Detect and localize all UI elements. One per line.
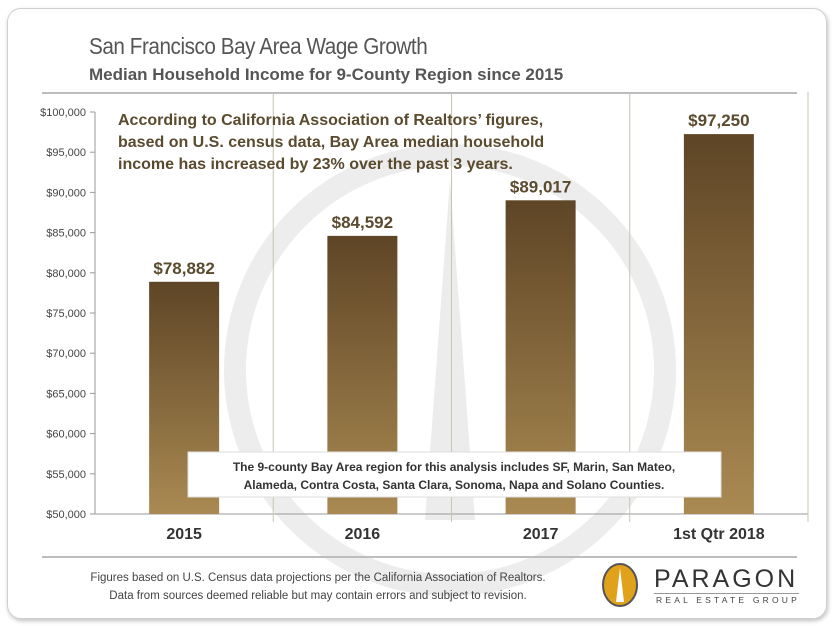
watermark-logo — [224, 144, 676, 596]
y-tick-label: $55,000 — [46, 469, 86, 481]
annotation-line: based on U.S. census data, Bay Area medi… — [118, 134, 544, 151]
x-tick-label: 1st Qtr 2018 — [673, 526, 765, 543]
data-label: $78,882 — [153, 259, 214, 278]
data-label: $97,250 — [688, 111, 749, 130]
x-tick-label: 2015 — [166, 526, 202, 543]
y-tick-label: $95,000 — [46, 147, 86, 159]
chart-title: San Francisco Bay Area Wage Growth — [89, 33, 428, 59]
y-tick-label: $85,000 — [46, 228, 86, 240]
y-tick-label: $80,000 — [46, 268, 86, 280]
y-tick-label: $70,000 — [46, 348, 86, 360]
logo-divider — [654, 593, 799, 594]
y-tick-label: $60,000 — [46, 429, 86, 441]
bottom-divider — [42, 556, 797, 558]
data-label: $89,017 — [510, 177, 571, 196]
annotation-line: According to California Association of R… — [118, 112, 543, 129]
top-divider — [42, 92, 797, 94]
logo-tagline: REAL ESTATE GROUP — [656, 595, 800, 605]
annotation-top: According to California Association of R… — [118, 112, 544, 173]
chart-subtitle: Median Household Income for 9-County Reg… — [89, 65, 564, 84]
data-label: $84,592 — [332, 213, 393, 232]
annotation-line: The 9-county Bay Area region for this an… — [233, 460, 675, 474]
y-tick-label: $90,000 — [46, 187, 86, 199]
footer-note: Data from sources deemed reliable but ma… — [109, 590, 527, 602]
annotation-box: The 9-county Bay Area region for this an… — [187, 451, 722, 498]
bar — [683, 134, 754, 515]
x-tick-label: 2017 — [523, 526, 559, 543]
logo-name: PARAGON — [654, 565, 799, 593]
y-tick-label: $65,000 — [46, 388, 86, 400]
annotation-line: income has increased by 23% over the pas… — [118, 156, 513, 173]
slide-card — [7, 8, 827, 619]
footer-note: Figures based on U.S. Census data projec… — [90, 572, 546, 584]
y-tick-label: $100,000 — [40, 107, 86, 119]
x-tick-label: 2016 — [345, 526, 381, 543]
annotation-line: Alameda, Contra Costa, Santa Clara, Sono… — [244, 478, 665, 492]
y-tick-label: $75,000 — [46, 308, 86, 320]
y-tick-label: $50,000 — [46, 509, 86, 521]
